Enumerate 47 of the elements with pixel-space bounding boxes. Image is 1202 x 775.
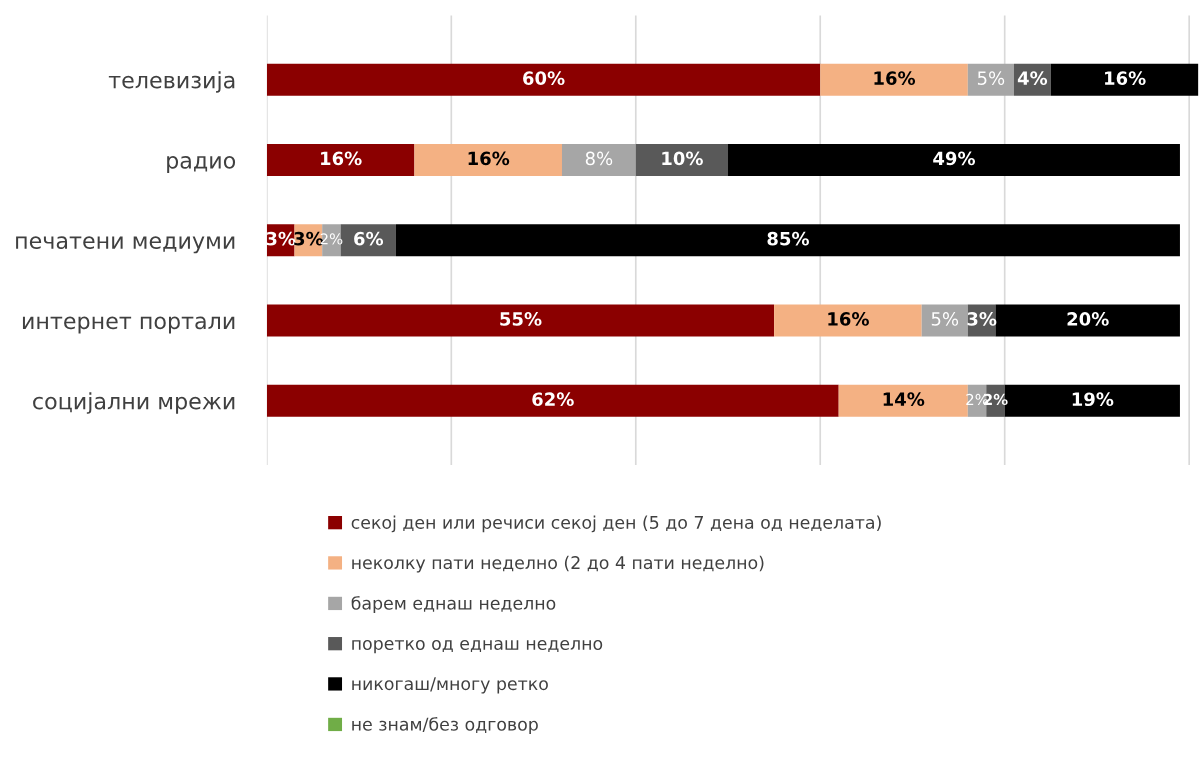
y-tick-label: печатени медиуми: [16, 236, 235, 254]
legend-label: секој ден или речиси секој ден (5 до 7 дена од неделата): [351, 515, 881, 533]
data-label: 62%: [532, 392, 574, 407]
bar: [1050, 63, 1199, 96]
bar: [820, 63, 968, 96]
data-label: 3%: [967, 312, 997, 326]
y-tick-label: телевизија: [108, 71, 235, 93]
legend-label: поретко од еднаш неделно: [352, 639, 603, 654]
data-label: 16%: [874, 71, 916, 85]
data-label: 60%: [523, 71, 565, 85]
legend-label: барем еднаш неделно: [351, 595, 556, 614]
y-tick-label: радио: [167, 155, 236, 174]
data-label: 5%: [977, 71, 1005, 85]
data-label: 19%: [1072, 392, 1114, 407]
bar: [561, 143, 636, 177]
data-label: 85%: [767, 231, 809, 246]
data-label: 14%: [883, 392, 925, 407]
legend-label: не знам/без одговор: [352, 716, 538, 735]
data-label: 55%: [500, 312, 542, 326]
bar: [967, 63, 1014, 96]
bar: [414, 143, 562, 177]
data-label: 16%: [828, 312, 869, 326]
bar: [266, 304, 775, 337]
bar: [395, 224, 1180, 257]
data-label: 16%: [1105, 71, 1146, 85]
bar: [921, 304, 968, 337]
data-label: 16%: [468, 151, 510, 166]
data-label: 49%: [933, 151, 976, 166]
data-label: 8%: [585, 151, 613, 166]
data-label: 5%: [931, 312, 959, 326]
data-label: 4%: [1017, 71, 1048, 85]
bar: [266, 63, 821, 96]
bar: [838, 384, 968, 417]
data-label: 10%: [662, 151, 703, 166]
data-label: 16%: [321, 151, 362, 166]
bar: [774, 304, 922, 337]
legend-label: неколку пати неделно (2 до 4 пати неделно): [352, 555, 764, 573]
bar: [266, 143, 415, 177]
bar: [266, 384, 839, 417]
data-label: 20%: [1067, 312, 1109, 326]
bar: [995, 304, 1180, 337]
bar: [635, 143, 729, 177]
y-tick-label: интернет портали: [22, 316, 235, 334]
legend-label: никогаш/многу ретко: [352, 677, 548, 694]
bar: [728, 143, 1180, 177]
data-label: 6%: [354, 231, 384, 246]
y-tick-label: социјални мрежи: [33, 392, 235, 414]
